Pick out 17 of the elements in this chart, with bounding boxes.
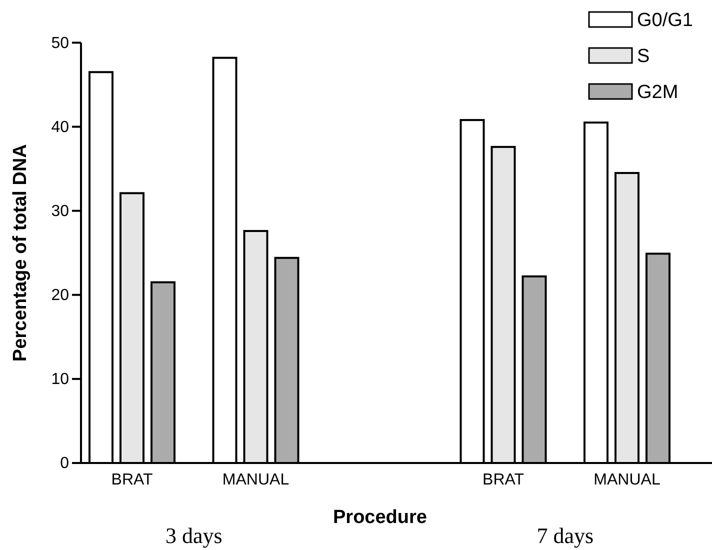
legend-label: S: [637, 46, 650, 67]
legend-label: G0/G1: [637, 10, 693, 31]
legend-label: G2M: [637, 82, 678, 103]
x-axis-title: Procedure: [333, 507, 427, 528]
x-tick-label: MANUAL: [594, 471, 660, 488]
x-tick-label: BRAT: [482, 471, 524, 488]
y-axis-title: Percentage of total DNA: [10, 144, 31, 362]
text: 3 days: [165, 523, 222, 548]
x-tick-label: MANUAL: [222, 471, 290, 488]
y-tick-label: 0: [60, 455, 70, 472]
y-tick-label: 50: [51, 34, 70, 52]
text: 7 days: [536, 523, 594, 548]
y-tick-label: 30: [51, 202, 70, 220]
y-tick-label: 20: [51, 287, 70, 304]
x-tick-label: BRAT: [111, 471, 153, 488]
y-tick-label: 10: [51, 371, 70, 388]
y-tick-label: 40: [51, 118, 70, 136]
